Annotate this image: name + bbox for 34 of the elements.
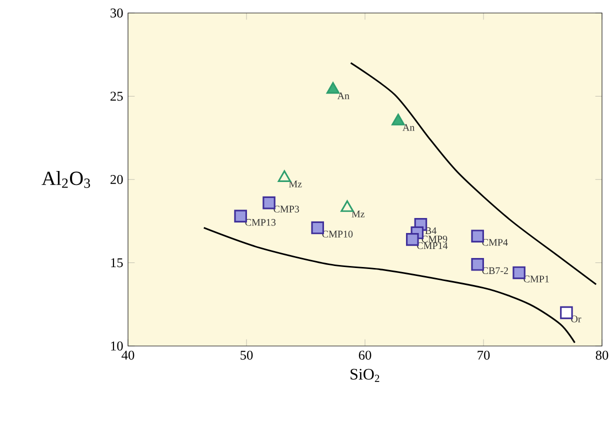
y-tick-label: 30 [110, 8, 123, 18]
y-tick-label: 25 [110, 92, 123, 101]
point [262, 196, 276, 210]
annotation: Mz [352, 210, 365, 218]
x-tick-label: 80 [596, 350, 608, 360]
point [512, 266, 526, 280]
x-axis-title: SiO$_{2}$ [350, 368, 380, 382]
annotation: CMP1 [524, 276, 549, 282]
annotation: CMP4 [482, 239, 508, 246]
point [471, 230, 484, 242]
annotation: CMP14 [417, 242, 448, 250]
point [471, 258, 484, 271]
point [278, 170, 291, 182]
annotation: An [337, 92, 350, 100]
x-tick-label: 70 [478, 350, 490, 360]
y-tick-label: 15 [111, 258, 123, 268]
x-tick-label: 50 [240, 350, 253, 360]
point [392, 114, 405, 126]
y-axis-title: Al$_{2}$O$_{3}$ [42, 171, 90, 188]
annotation: CMP10 [322, 230, 353, 238]
x-tick-label: 40 [122, 350, 134, 360]
x-tick-label: 60 [358, 350, 372, 360]
annotation: CMP13 [245, 219, 276, 226]
annotation: An [402, 124, 415, 131]
point [340, 200, 354, 212]
y-tick-label: 10 [111, 341, 123, 350]
point [560, 306, 573, 320]
point [326, 82, 340, 94]
annotation: CB7-2 [482, 267, 508, 274]
annotation: CMP3 [274, 206, 300, 212]
point [406, 233, 419, 246]
annotation: CMP9 [422, 236, 448, 242]
y-tick-label: 20 [110, 174, 123, 184]
point [234, 210, 247, 223]
